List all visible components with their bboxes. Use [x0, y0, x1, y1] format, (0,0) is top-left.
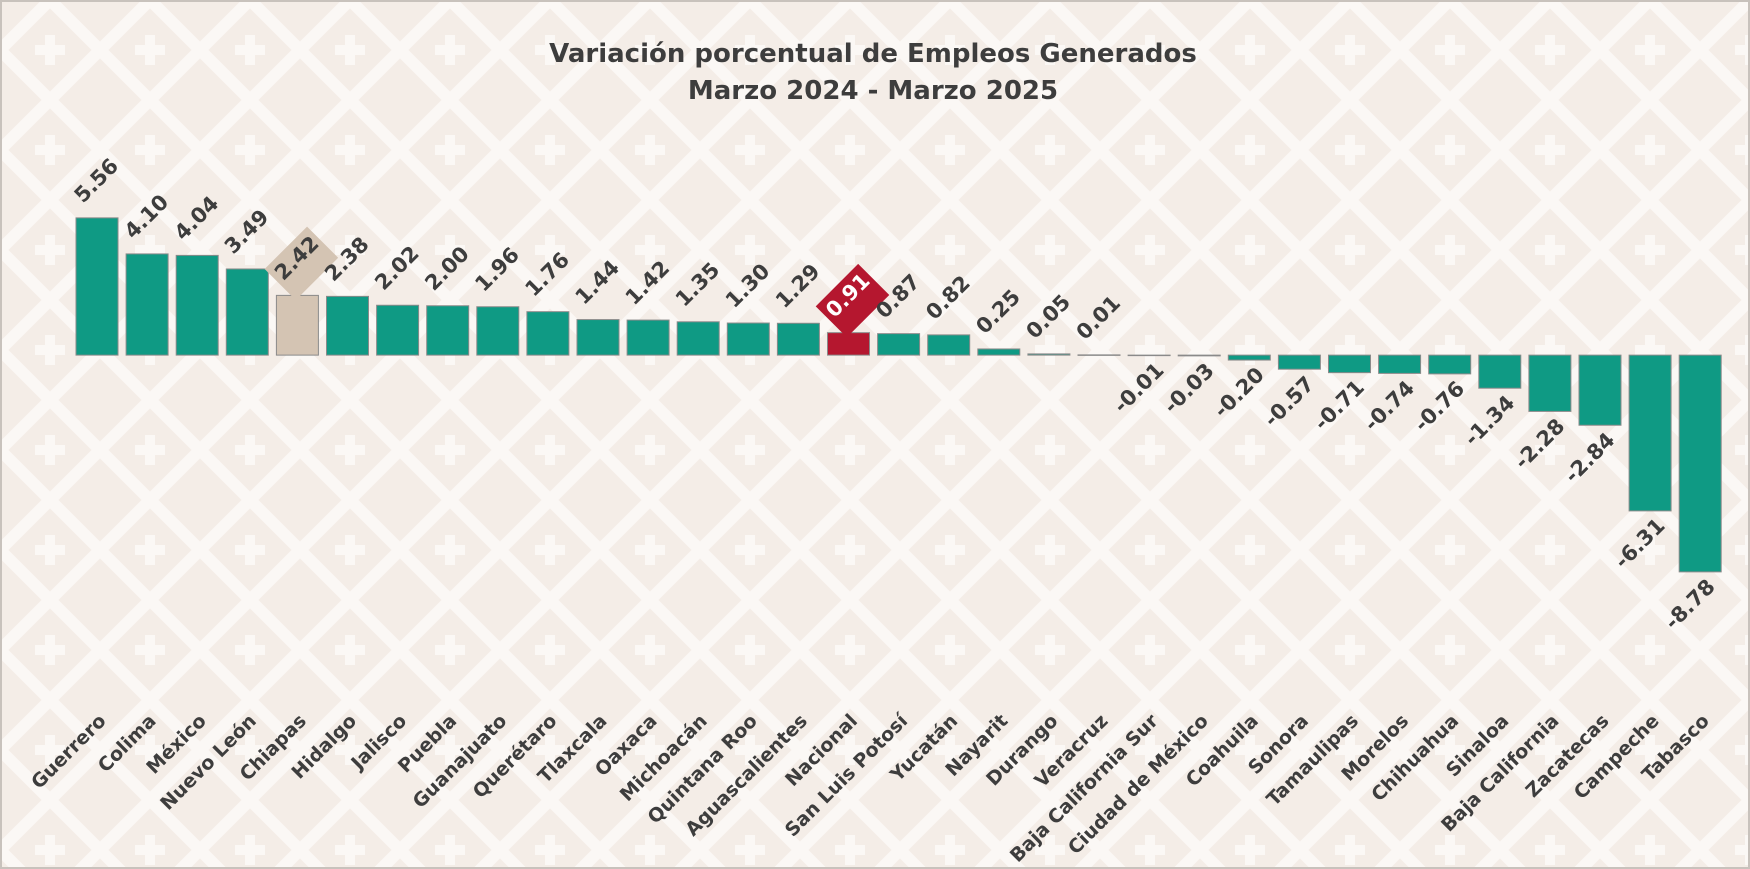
bar — [75, 217, 119, 356]
bar — [526, 311, 570, 356]
bar — [1027, 353, 1071, 356]
bar — [1378, 354, 1422, 374]
bar — [1678, 354, 1722, 573]
bar — [1277, 354, 1321, 370]
bar — [1127, 354, 1171, 357]
bar — [827, 332, 870, 356]
bar — [1177, 354, 1221, 357]
bar — [626, 319, 670, 356]
bar — [726, 322, 770, 356]
bar — [426, 305, 470, 356]
bar — [1077, 354, 1121, 356]
bar — [1628, 354, 1672, 512]
bar — [225, 268, 269, 356]
bar — [476, 306, 520, 356]
bar — [977, 348, 1021, 356]
bar — [326, 295, 369, 356]
bar — [576, 319, 620, 356]
label-highlight — [815, 263, 890, 338]
bar — [877, 333, 921, 356]
chart-title: Variación porcentual de Empleos Generado… — [549, 39, 1197, 69]
bar — [927, 334, 971, 356]
chart-subtitle: Marzo 2024 - Marzo 2025 — [688, 76, 1058, 106]
bar — [1478, 354, 1522, 389]
bar — [175, 254, 219, 356]
bar — [1328, 354, 1371, 374]
bar — [275, 294, 319, 356]
bar — [1578, 354, 1622, 426]
bar — [1528, 354, 1572, 412]
bar — [376, 304, 420, 356]
bar — [125, 253, 169, 356]
bar — [1227, 354, 1271, 361]
label-highlight — [264, 226, 339, 301]
bar — [776, 322, 820, 356]
bar — [676, 321, 720, 356]
bar — [1428, 354, 1472, 375]
